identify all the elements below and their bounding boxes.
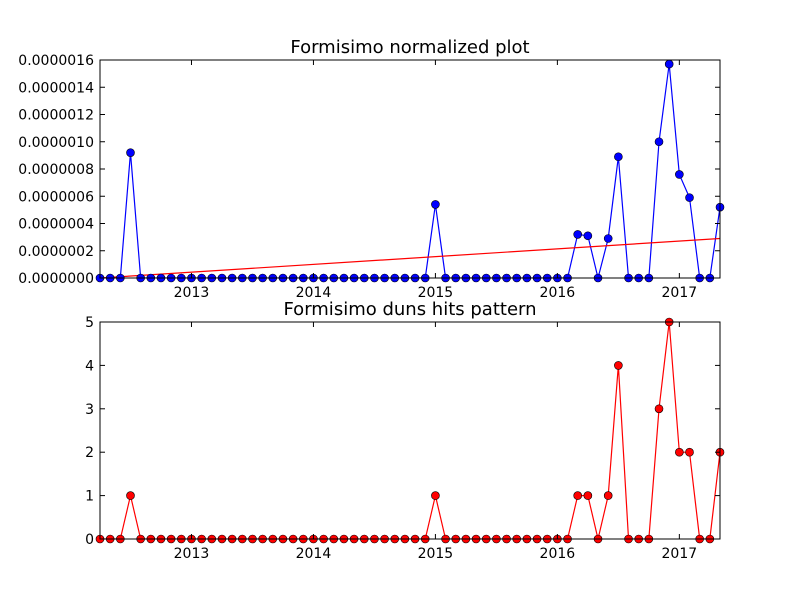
duns-x-tick-label: 2013 <box>174 546 210 562</box>
normalized-data-point <box>603 234 613 243</box>
normalized-trend-line <box>100 237 720 278</box>
duns-plot-area <box>100 322 720 539</box>
normalized-data-point <box>654 137 664 147</box>
normalized-x-tick-label: 2017 <box>662 285 698 301</box>
normalized-data-point <box>126 148 135 157</box>
normalized-data-point <box>685 193 694 202</box>
duns-data-point <box>654 404 664 414</box>
duns-y-tick-label: 5 <box>85 315 94 331</box>
normalized-x-tick-label: 2014 <box>296 285 332 301</box>
duns-data-point <box>573 491 583 500</box>
duns-data-point <box>126 491 135 500</box>
normalized-data-point <box>431 200 440 209</box>
duns-data-point <box>583 491 593 500</box>
normalized-data-point <box>614 152 623 162</box>
normalized-data-point <box>573 230 583 239</box>
normalized-y-tick-label: 0.0000010 <box>18 135 94 151</box>
normalized-data-point <box>675 170 684 179</box>
normalized-y-tick-label: 0.0000014 <box>18 80 94 96</box>
duns-y-tick-label: 1 <box>85 489 94 505</box>
normalized-y-tick-label: 0.0000012 <box>18 108 94 124</box>
normalized-y-tick-label: 0.0000006 <box>18 189 94 205</box>
duns-y-tick-label: 2 <box>85 445 94 461</box>
duns-data-point <box>431 491 440 500</box>
duns-series-line <box>100 322 720 539</box>
duns-x-tick-label: 2014 <box>296 546 332 562</box>
duns-x-tick-label: 2016 <box>540 546 576 562</box>
normalized-plot-chart: Formisimo normalized plot 0.0000000 0.0000… <box>18 37 725 301</box>
normalized-data-point <box>664 59 674 69</box>
normalized-series-line <box>100 64 720 278</box>
duns-hits-chart: Formisimo duns hits pattern 0 1 2 3 4 5 2013 201… <box>85 299 725 562</box>
normalized-x-tick-label: 2016 <box>540 285 576 301</box>
normalized-y-tick-label: 0.0000016 <box>18 53 94 69</box>
normalized-x-tick-label: 2013 <box>174 285 210 301</box>
duns-x-tick-label: 2017 <box>662 546 698 562</box>
normalized-y-tick-label: 0.0000000 <box>18 271 94 287</box>
duns-y-tick-label: 4 <box>85 358 94 374</box>
duns-y-tick-label: 0 <box>85 532 94 548</box>
normalized-y-tick-label: 0.0000002 <box>18 244 94 260</box>
duns-title: Formisimo duns hits pattern <box>283 299 536 320</box>
duns-x-tick-label: 2015 <box>418 546 454 562</box>
duns-data-point <box>614 361 623 370</box>
duns-data-point <box>603 491 613 500</box>
normalized-data-point <box>583 231 593 241</box>
duns-y-tick-label: 3 <box>85 402 94 418</box>
normalized-y-tick-label: 0.0000004 <box>18 217 94 233</box>
normalized-y-tick-label: 0.0000008 <box>18 162 94 178</box>
normalized-title: Formisimo normalized plot <box>290 37 529 58</box>
normalized-plot-area <box>100 64 720 278</box>
duns-data-point <box>675 447 684 457</box>
duns-data-point <box>685 447 694 457</box>
normalized-x-tick-label: 2015 <box>418 285 454 301</box>
duns-axes-frame <box>99 321 721 540</box>
